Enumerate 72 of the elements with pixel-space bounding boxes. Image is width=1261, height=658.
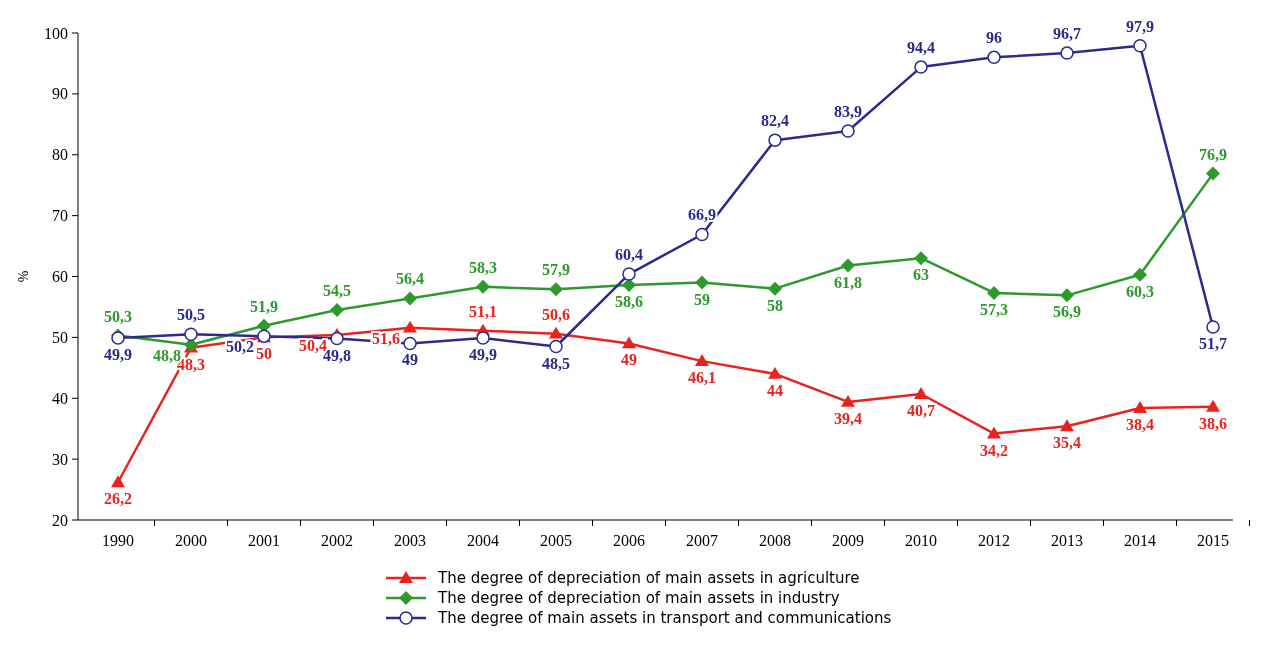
data-label: 49,9 xyxy=(469,345,497,363)
x-tick-label: 2008 xyxy=(759,532,791,549)
data-label: 38,6 xyxy=(1199,414,1227,432)
y-tick-label: 100 xyxy=(44,24,68,42)
x-tick-label: 2001 xyxy=(248,532,280,549)
data-label: 96 xyxy=(986,29,1002,47)
x-tick-label: 2005 xyxy=(540,532,572,549)
x-tick-label: 2009 xyxy=(832,532,864,549)
y-tick-label: 50 xyxy=(52,328,68,346)
data-label: 49 xyxy=(621,351,637,369)
data-label: 35,4 xyxy=(1053,434,1081,452)
x-tick-label: 2015 xyxy=(1197,532,1229,549)
data-label: 50,3 xyxy=(104,307,132,325)
y-axis-title: % xyxy=(16,270,31,283)
data-label: 57,3 xyxy=(980,300,1008,318)
data-label: 50 xyxy=(256,345,272,363)
data-label: 54,5 xyxy=(323,281,351,299)
data-label: 61,8 xyxy=(834,273,862,291)
data-label: 59 xyxy=(694,290,710,308)
data-label: 66,9 xyxy=(688,206,716,224)
data-label: 51,1 xyxy=(469,302,497,320)
data-label: 50,6 xyxy=(542,305,570,323)
data-label: 58,3 xyxy=(469,258,497,276)
data-label: 46,1 xyxy=(688,369,716,387)
data-label: 58 xyxy=(767,296,783,314)
data-label: 60,3 xyxy=(1126,282,1154,300)
data-label: 49,9 xyxy=(104,345,132,363)
data-label: 38,4 xyxy=(1126,415,1154,433)
x-tick-label: 2002 xyxy=(321,532,353,549)
data-label: 56,4 xyxy=(396,270,424,288)
x-tick-label: 2004 xyxy=(467,532,499,549)
y-tick-label: 80 xyxy=(52,146,68,164)
y-tick-label: 90 xyxy=(52,85,68,103)
y-tick-label: 20 xyxy=(52,511,68,529)
data-label: 26,2 xyxy=(104,490,132,508)
data-label: 51,7 xyxy=(1199,335,1227,353)
y-tick-label: 30 xyxy=(52,450,68,468)
data-label: 57,9 xyxy=(542,261,570,279)
x-tick-label: 2003 xyxy=(394,532,426,549)
x-tick-label: 2013 xyxy=(1051,532,1083,549)
data-label: 94,4 xyxy=(907,39,935,57)
data-label: 51,9 xyxy=(250,297,278,315)
legend-label: The degree of main assets in transport and communications xyxy=(437,609,892,628)
data-label: 97,9 xyxy=(1126,17,1154,35)
data-label: 96,7 xyxy=(1053,25,1081,43)
x-tick-label: 2007 xyxy=(686,532,718,549)
data-label: 50,5 xyxy=(177,306,205,324)
data-label: 83,9 xyxy=(834,103,862,121)
data-label: 40,7 xyxy=(907,401,935,419)
x-tick-label: 2006 xyxy=(613,532,645,549)
y-tick-label: 60 xyxy=(52,268,68,286)
x-tick-label: 2012 xyxy=(978,532,1010,549)
y-tick-label: 40 xyxy=(52,389,68,407)
data-label: 63 xyxy=(913,266,929,284)
data-label: 34,2 xyxy=(980,441,1008,459)
data-label: 60,4 xyxy=(615,246,643,264)
data-label: 44 xyxy=(767,381,783,399)
data-label: 76,9 xyxy=(1199,145,1227,163)
legend-label: The degree of depreciation of main assets in industry xyxy=(437,589,840,608)
data-label: 50,2 xyxy=(226,338,254,356)
data-label: 58,6 xyxy=(615,293,643,311)
x-tick-label: 2014 xyxy=(1124,532,1156,549)
data-label: 48,5 xyxy=(542,354,570,372)
data-label: 56,9 xyxy=(1053,303,1081,321)
data-label: 49 xyxy=(402,351,418,369)
data-label: 82,4 xyxy=(761,112,789,130)
x-tick-label: 1990 xyxy=(102,532,134,549)
legend-label: The degree of depreciation of main assets in agriculture xyxy=(437,569,860,588)
x-tick-label: 2010 xyxy=(905,532,937,549)
data-label: 39,4 xyxy=(834,409,862,427)
x-tick-label: 2000 xyxy=(175,532,207,549)
y-tick-label: 70 xyxy=(52,207,68,225)
